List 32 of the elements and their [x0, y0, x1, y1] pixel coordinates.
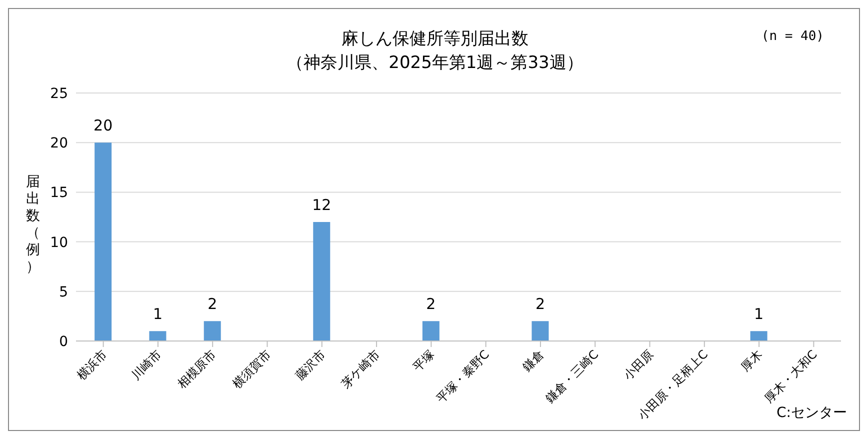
bar — [204, 321, 221, 341]
x-tick-label: 横浜市 — [74, 347, 110, 383]
data-label: 1 — [152, 305, 162, 324]
x-tick-label: 茅ケ崎市 — [338, 347, 383, 392]
y-axis-title: 届出数（例） — [25, 174, 41, 276]
bar — [750, 331, 768, 341]
y-tick-label: 15 — [50, 185, 68, 202]
text: (n = 40) — [761, 29, 824, 44]
x-tick-label: 小田原 — [620, 347, 656, 383]
chart-title: 麻しん保健所等別届出数 — [342, 29, 528, 49]
data-label: 2 — [208, 295, 218, 314]
x-tick-label: 横須賀市 — [230, 347, 274, 392]
chart-subtitle: （神奈川県、2025年第1週～第33週） — [286, 52, 584, 75]
bar — [532, 321, 549, 341]
bar — [313, 222, 330, 341]
data-label: 2 — [426, 295, 436, 314]
x-tick-label: 藤沢市 — [292, 347, 328, 383]
x-tick-label: 相模原市 — [174, 347, 219, 392]
data-label: 12 — [312, 196, 332, 214]
y-tick-label: 0 — [59, 334, 68, 350]
data-label: 20 — [94, 116, 113, 135]
data-label: 2 — [535, 295, 545, 314]
y-tick-label: 20 — [50, 136, 68, 152]
bar — [94, 142, 112, 341]
bar — [422, 321, 440, 341]
y-tick-label: 25 — [50, 86, 68, 102]
data-label: 1 — [754, 305, 764, 324]
y-tick-label: 5 — [59, 284, 68, 300]
y-tick-label: 10 — [50, 234, 68, 251]
bar — [149, 331, 166, 341]
text: C:センター — [776, 404, 847, 422]
x-tick-label: 川崎市 — [128, 347, 164, 383]
